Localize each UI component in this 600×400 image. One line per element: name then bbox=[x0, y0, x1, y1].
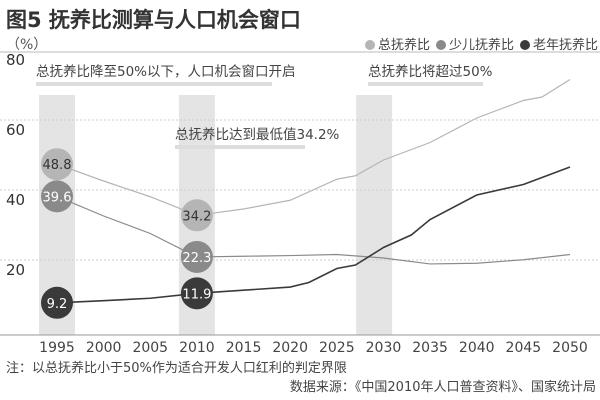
highlight-band bbox=[356, 95, 393, 335]
annotation-underline bbox=[368, 82, 483, 86]
legend-label: 总抚养比 bbox=[377, 38, 430, 53]
x-tick-label: 2025 bbox=[319, 340, 355, 356]
legend-swatch bbox=[435, 40, 446, 50]
legend-swatch bbox=[364, 40, 375, 50]
footnote: 注：以总抚养比小于50%作为适合开发人口红利的判定界限 bbox=[6, 361, 347, 376]
y-tick-label: 80 bbox=[6, 51, 25, 69]
data-label: 34.2 bbox=[182, 209, 211, 224]
x-tick-label: 2015 bbox=[226, 340, 262, 356]
data-label-marker bbox=[180, 277, 213, 310]
data-label-marker bbox=[41, 148, 73, 181]
x-tick-label: 2005 bbox=[132, 340, 168, 356]
legend-item: 少儿抚养比 bbox=[435, 34, 514, 53]
x-tick-label: 2010 bbox=[179, 340, 215, 356]
annotation-underline bbox=[36, 82, 272, 86]
data-label-marker bbox=[180, 199, 213, 232]
x-tick-label: 2040 bbox=[459, 340, 495, 356]
y-tick-label: 40 bbox=[6, 191, 25, 209]
x-tick-label: 2000 bbox=[86, 340, 122, 356]
legend-item: 总抚养比 bbox=[364, 34, 430, 53]
data-label: 48.8 bbox=[43, 158, 72, 173]
data-label: 22.3 bbox=[182, 251, 211, 266]
data-label: 9.2 bbox=[47, 297, 68, 312]
x-tick-label: 1995 bbox=[39, 340, 75, 356]
legend-label: 少儿抚养比 bbox=[448, 38, 514, 53]
series-line bbox=[56, 195, 571, 265]
annotation-underline bbox=[175, 145, 305, 149]
legend-label: 老年抚养比 bbox=[532, 38, 598, 53]
x-tick-label: 2050 bbox=[552, 340, 588, 356]
data-label: 39.6 bbox=[43, 190, 72, 205]
data-label-marker bbox=[180, 240, 213, 273]
chart-title: 图5 抚养比测算与人口机会窗口 bbox=[6, 8, 301, 32]
x-tick-label: 2045 bbox=[506, 340, 542, 356]
annotation: 总抚养比将超过50% bbox=[368, 64, 493, 80]
y-tick-label: 20 bbox=[6, 261, 25, 279]
y-axis-unit: （%） bbox=[6, 37, 48, 53]
annotation: 总抚养比降至50%以下，人口机会窗口开启 bbox=[36, 63, 296, 80]
series-line bbox=[56, 78, 571, 216]
data-source: 数据来源：《中国2010年人口普查资料》、国家统计局 bbox=[289, 380, 596, 395]
annotation: 总抚养比达到最低值34.2% bbox=[175, 127, 340, 143]
data-label: 11.9 bbox=[182, 287, 211, 302]
data-label-marker bbox=[41, 286, 73, 319]
x-tick-label: 2035 bbox=[412, 340, 448, 356]
data-label-marker bbox=[41, 180, 73, 213]
series-line bbox=[56, 166, 571, 304]
y-tick-label: 60 bbox=[6, 121, 25, 139]
x-tick-label: 2020 bbox=[272, 340, 308, 356]
legend: 总抚养比 少儿抚养比 老年抚养比 bbox=[364, 34, 598, 53]
legend-item: 老年抚养比 bbox=[519, 34, 598, 53]
legend-swatch bbox=[519, 40, 530, 50]
x-tick-label: 2030 bbox=[366, 340, 402, 356]
